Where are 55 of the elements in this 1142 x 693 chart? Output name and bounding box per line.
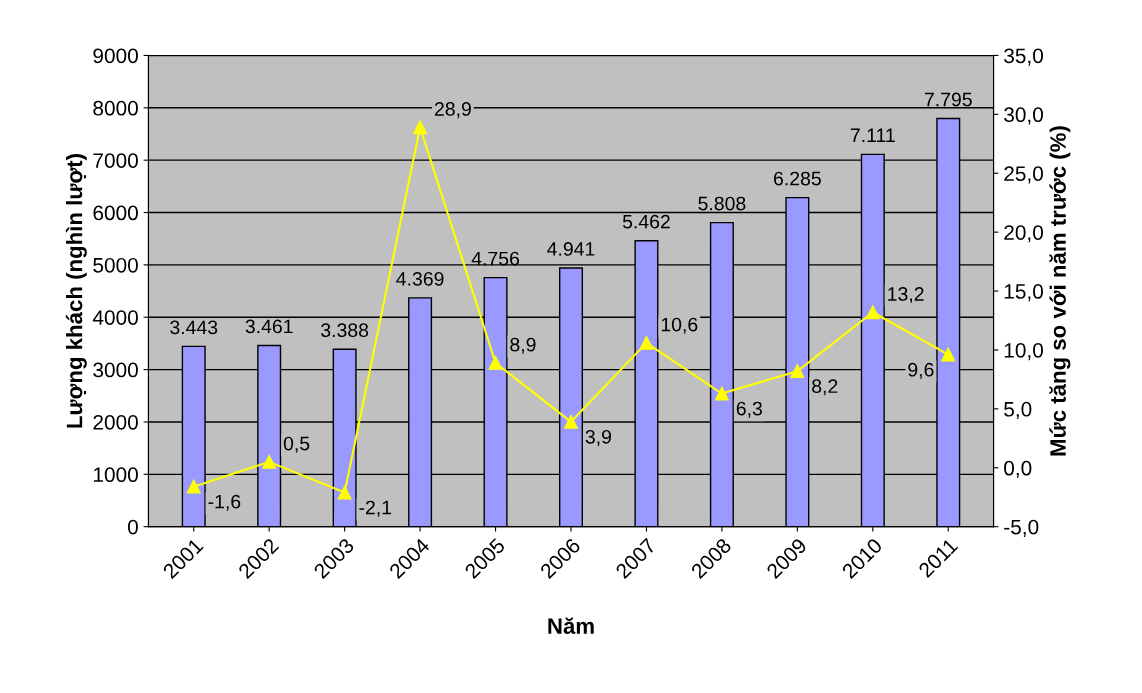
y-tick-label: 4000: [92, 310, 138, 325]
y-tick-label: 1000: [93, 467, 138, 483]
data-label: -2,1: [359, 500, 392, 517]
point: [865, 305, 880, 320]
point: [337, 485, 352, 500]
data-label: -1,6: [208, 494, 241, 511]
y-tick-label: 5000: [93, 257, 138, 273]
data-label: 9,6: [908, 362, 934, 379]
data-label: 3.461: [245, 319, 293, 334]
y2-tick-label: 20,0: [1004, 225, 1043, 243]
y2-tick-label: 5,0: [1004, 401, 1032, 420]
data-label: 5.462: [622, 214, 670, 229]
y-tick-label: 2000: [93, 414, 138, 430]
data-label: 7.111: [850, 128, 895, 142]
data-label: 8,9: [510, 337, 536, 354]
y-axis-title: Lượng khách (nghìn lượt): [65, 154, 87, 428]
data-label: 6,3: [736, 401, 762, 418]
x-axis-title: Năm: [548, 617, 594, 634]
data-label: 7.795: [924, 92, 972, 107]
data-label: 4.756: [471, 251, 520, 266]
y2-tick-label: 35,0: [1004, 48, 1043, 66]
data-label: 0,5: [283, 436, 310, 453]
data-label: 28,9: [434, 102, 471, 119]
data-label: 6.285: [774, 171, 821, 186]
y-tick-label: 6000: [93, 205, 138, 221]
data-label: 13,2: [888, 287, 924, 304]
y-tick-label: 3000: [93, 362, 138, 378]
y-tick-label: 0: [127, 519, 138, 535]
point: [564, 414, 578, 429]
data-label: 5.808: [698, 196, 746, 211]
point: [714, 386, 729, 401]
point: [413, 120, 428, 135]
data-label: 4.941: [547, 242, 595, 256]
y2-axis-title: Mức tăng so với năm trước (%): [1049, 126, 1071, 456]
y2-tick-label: 15,0: [1004, 284, 1043, 302]
y-tick-label: 9000: [93, 48, 138, 64]
y-tick-label: 8000: [93, 100, 138, 116]
point: [941, 347, 956, 362]
data-label: 3,9: [585, 429, 611, 447]
data-label: 3.388: [321, 323, 369, 338]
data-label: 8,2: [812, 379, 838, 396]
point: [639, 335, 654, 350]
data-label: 4.369: [396, 271, 444, 286]
point: [790, 364, 805, 379]
point: [488, 355, 503, 370]
y2-tick-label: 25,0: [1004, 166, 1043, 184]
data-label: 3.443: [170, 320, 218, 335]
y2-tick-label: -5,0: [1004, 519, 1039, 537]
y2-tick-label: 10,0: [1004, 342, 1043, 361]
y2-tick-label: 30,0: [1004, 107, 1043, 125]
y2-tick-label: 0,0: [1004, 460, 1032, 478]
y-tick-label: 7000: [93, 153, 138, 168]
point: [262, 454, 277, 469]
data-label: 10,6: [661, 317, 698, 334]
point: [186, 479, 201, 494]
